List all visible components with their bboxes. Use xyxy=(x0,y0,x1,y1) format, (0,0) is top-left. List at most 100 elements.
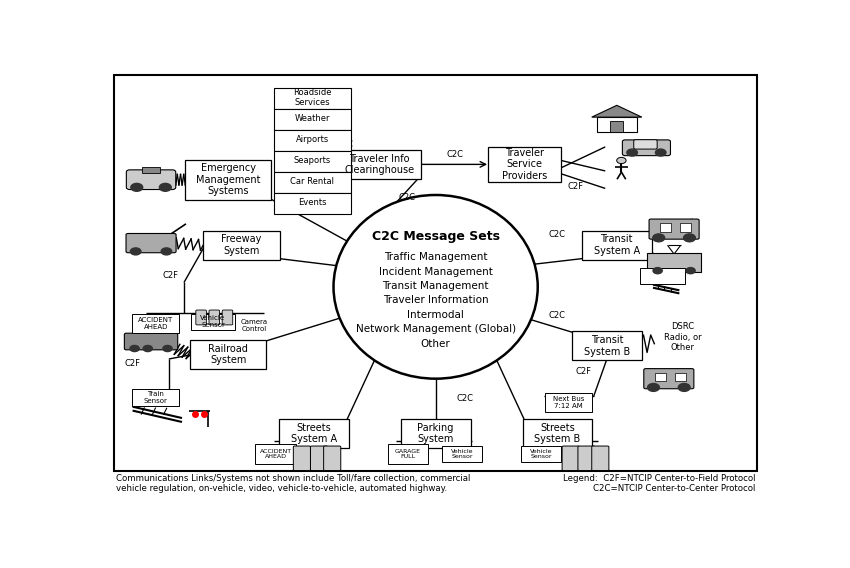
Text: Parking
System: Parking System xyxy=(417,423,454,444)
Circle shape xyxy=(130,345,139,352)
Text: C2F: C2F xyxy=(329,430,345,439)
Text: GARAGE
FULL: GARAGE FULL xyxy=(395,449,421,460)
FancyBboxPatch shape xyxy=(649,219,699,239)
Text: C2F: C2F xyxy=(660,225,676,235)
FancyBboxPatch shape xyxy=(592,446,609,470)
FancyBboxPatch shape xyxy=(124,333,178,350)
Bar xyxy=(597,117,637,132)
Text: Emergency
Management
Systems: Emergency Management Systems xyxy=(196,163,260,197)
Text: Vehicle
Sensor: Vehicle Sensor xyxy=(530,449,552,460)
Text: Legend:  C2F=NTCIP Center-to-Field Protocol
C2C=NTCIP Center-to-Center Protocol: Legend: C2F=NTCIP Center-to-Field Protoc… xyxy=(563,474,755,494)
FancyBboxPatch shape xyxy=(582,231,652,260)
Circle shape xyxy=(617,157,626,164)
Text: Weather: Weather xyxy=(295,114,330,123)
FancyBboxPatch shape xyxy=(634,140,657,149)
FancyBboxPatch shape xyxy=(133,314,179,333)
FancyBboxPatch shape xyxy=(400,419,471,448)
FancyBboxPatch shape xyxy=(203,231,280,260)
FancyBboxPatch shape xyxy=(622,140,671,156)
FancyBboxPatch shape xyxy=(660,223,672,232)
Text: C2C: C2C xyxy=(446,151,463,159)
Text: Roadside
Services: Roadside Services xyxy=(293,88,332,107)
FancyBboxPatch shape xyxy=(143,167,160,173)
Text: Network Management (Global): Network Management (Global) xyxy=(355,324,516,334)
FancyBboxPatch shape xyxy=(546,393,592,412)
Bar xyxy=(610,120,623,132)
FancyBboxPatch shape xyxy=(275,88,351,109)
Circle shape xyxy=(627,149,638,156)
Text: Airports: Airports xyxy=(296,135,329,144)
FancyBboxPatch shape xyxy=(675,373,686,381)
Circle shape xyxy=(131,183,143,191)
Circle shape xyxy=(678,383,690,391)
FancyBboxPatch shape xyxy=(275,109,351,130)
FancyBboxPatch shape xyxy=(338,150,421,179)
FancyBboxPatch shape xyxy=(275,130,351,151)
FancyBboxPatch shape xyxy=(640,269,684,284)
Text: Vehicle
Sensor: Vehicle Sensor xyxy=(201,315,225,328)
FancyBboxPatch shape xyxy=(310,446,327,470)
Text: C2C: C2C xyxy=(549,311,566,320)
FancyBboxPatch shape xyxy=(222,310,233,325)
FancyBboxPatch shape xyxy=(255,444,296,463)
Text: Traffic Management: Traffic Management xyxy=(384,252,487,262)
FancyBboxPatch shape xyxy=(275,172,351,193)
FancyBboxPatch shape xyxy=(578,446,595,470)
Text: C2F: C2F xyxy=(575,367,592,376)
FancyBboxPatch shape xyxy=(279,419,348,448)
Text: Traveler Information: Traveler Information xyxy=(382,295,489,306)
Text: Vehicle
Sensor: Vehicle Sensor xyxy=(450,449,473,460)
FancyBboxPatch shape xyxy=(209,310,219,325)
Text: C2F: C2F xyxy=(163,272,178,281)
FancyBboxPatch shape xyxy=(293,446,310,470)
Circle shape xyxy=(162,248,172,255)
Text: Traveler Info
Clearinghouse: Traveler Info Clearinghouse xyxy=(344,153,415,175)
FancyBboxPatch shape xyxy=(190,340,266,369)
Text: Incident Management: Incident Management xyxy=(379,266,492,277)
FancyBboxPatch shape xyxy=(185,160,271,199)
Text: Events: Events xyxy=(298,198,326,207)
Polygon shape xyxy=(592,105,642,117)
Circle shape xyxy=(143,345,152,352)
Circle shape xyxy=(683,234,695,242)
FancyBboxPatch shape xyxy=(572,332,642,360)
FancyBboxPatch shape xyxy=(488,147,561,182)
Circle shape xyxy=(648,383,660,391)
FancyBboxPatch shape xyxy=(114,75,757,470)
FancyBboxPatch shape xyxy=(648,253,700,272)
Text: Traveler
Service
Providers: Traveler Service Providers xyxy=(502,148,547,181)
FancyBboxPatch shape xyxy=(133,389,179,406)
Text: Car Rental: Car Rental xyxy=(291,177,334,186)
FancyBboxPatch shape xyxy=(520,446,562,462)
Text: Seaports: Seaports xyxy=(294,156,331,165)
Text: Next Bus
7:12 AM: Next Bus 7:12 AM xyxy=(553,396,585,409)
Text: Railroad
System: Railroad System xyxy=(208,344,248,365)
Text: Transit Management: Transit Management xyxy=(382,281,489,291)
FancyBboxPatch shape xyxy=(388,444,428,463)
Text: C2F: C2F xyxy=(568,182,584,191)
Circle shape xyxy=(130,248,141,255)
FancyBboxPatch shape xyxy=(191,314,235,330)
Circle shape xyxy=(653,234,665,242)
Text: ACCIDENT
AHEAD: ACCIDENT AHEAD xyxy=(138,316,173,329)
FancyBboxPatch shape xyxy=(275,151,351,172)
Text: Transit
System A: Transit System A xyxy=(593,235,640,256)
Circle shape xyxy=(686,268,695,274)
FancyBboxPatch shape xyxy=(643,369,694,389)
Text: C2F: C2F xyxy=(660,257,676,266)
FancyBboxPatch shape xyxy=(127,170,176,190)
Text: C2C: C2C xyxy=(399,193,416,202)
Text: Streets
System A: Streets System A xyxy=(291,423,337,444)
Text: ACCIDENT
AHEAD: ACCIDENT AHEAD xyxy=(259,449,292,460)
Text: Communications Links/Systems not shown include Toll/fare collection, commercial
: Communications Links/Systems not shown i… xyxy=(116,474,471,494)
Circle shape xyxy=(163,345,172,352)
FancyBboxPatch shape xyxy=(523,419,592,448)
Text: C2C: C2C xyxy=(456,394,473,403)
Text: Streets
System B: Streets System B xyxy=(535,423,581,444)
Text: C2F: C2F xyxy=(413,430,429,439)
Circle shape xyxy=(655,149,666,156)
Text: DSRC
Radio, or
Other: DSRC Radio, or Other xyxy=(664,322,701,352)
FancyBboxPatch shape xyxy=(196,310,207,325)
Text: Other: Other xyxy=(421,339,450,349)
Text: Train
Sensor: Train Sensor xyxy=(144,391,167,404)
